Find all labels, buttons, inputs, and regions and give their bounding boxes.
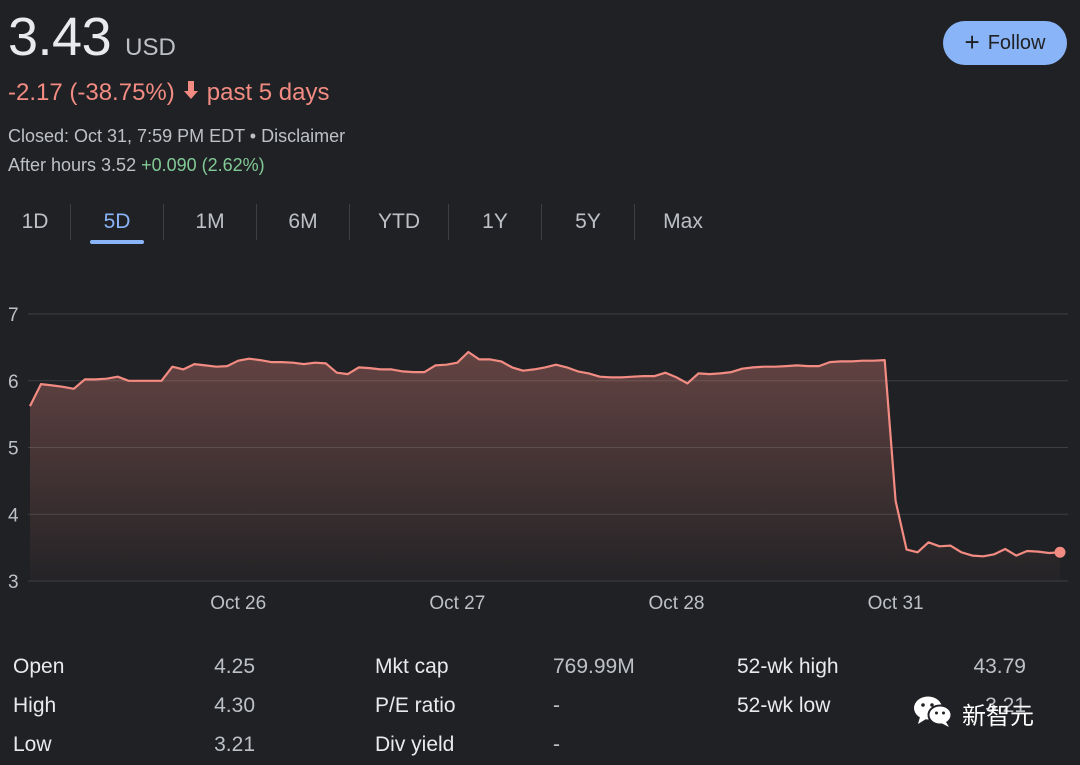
closed-info: Closed: Oct 31, 7:59 PM EDT • Disclaimer xyxy=(8,126,345,147)
stat-value-pe-ratio: - xyxy=(553,694,560,717)
tab-divider xyxy=(349,204,350,240)
closed-time: Closed: Oct 31, 7:59 PM EDT xyxy=(8,126,245,146)
follow-button-label: Follow xyxy=(987,31,1046,54)
x-tick-label: Oct 31 xyxy=(868,593,924,614)
price-change-value: -2.17 (-38.75%) xyxy=(8,79,175,106)
tab-divider xyxy=(256,204,257,240)
y-tick-label: 6 xyxy=(8,372,19,393)
arrow-down-icon xyxy=(183,79,199,107)
x-tick-label: Oct 28 xyxy=(648,593,704,614)
x-tick-label: Oct 27 xyxy=(429,593,485,614)
tab-divider xyxy=(541,204,542,240)
tab-divider xyxy=(163,204,164,240)
meta-separator: • xyxy=(244,126,262,146)
tab-5y[interactable]: 5Y xyxy=(575,210,601,233)
last-price-point xyxy=(1054,546,1066,558)
after-hours-change: +0.090 (2.62%) xyxy=(141,155,265,175)
price-currency: USD xyxy=(125,34,176,61)
stat-label-low: Low xyxy=(13,733,52,756)
plus-icon: + xyxy=(964,26,980,57)
price-value: 3.43 xyxy=(8,7,112,67)
y-tick-label: 7 xyxy=(8,305,19,326)
price-chart[interactable]: 3 4 5 6 7 Oct 26 Oct 27 Oct 28 Oct 31 xyxy=(0,290,1080,626)
price-header: 3.43 USD xyxy=(8,6,176,68)
disclaimer-link[interactable]: Disclaimer xyxy=(261,126,346,146)
y-tick-label: 4 xyxy=(8,505,19,526)
wechat-icon xyxy=(912,694,954,733)
tab-1y[interactable]: 1Y xyxy=(482,210,508,233)
stat-label-div-yield: Div yield xyxy=(375,733,455,756)
tab-1m[interactable]: 1M xyxy=(195,210,225,233)
stat-label-mkt-cap: Mkt cap xyxy=(375,655,449,678)
stat-value-52wk-low: 3.21 xyxy=(985,694,1026,717)
stat-label-pe-ratio: P/E ratio xyxy=(375,694,456,717)
tab-1d[interactable]: 1D xyxy=(21,210,49,233)
price-line xyxy=(29,350,1061,558)
range-tabs: 1D 5D 1M 6M YTD 1Y 5Y Max xyxy=(0,200,731,244)
stat-label-open: Open xyxy=(13,655,65,678)
tab-max[interactable]: Max xyxy=(663,210,703,233)
tab-6m[interactable]: 6M xyxy=(288,210,318,233)
after-hours-label: After hours 3.52 xyxy=(8,155,137,175)
price-area-fill xyxy=(30,352,1060,581)
stat-value-low: 3.21 xyxy=(214,733,255,756)
tab-ytd[interactable]: YTD xyxy=(378,210,420,233)
watermark-text: 新智元 xyxy=(962,703,1034,730)
tab-divider xyxy=(448,204,449,240)
after-hours-info: After hours 3.52 +0.090 (2.62%) xyxy=(8,155,265,176)
y-tick-label: 5 xyxy=(8,439,19,460)
stat-value-52wk-high: 43.79 xyxy=(973,655,1026,678)
watermark: 新智元 xyxy=(912,694,1034,733)
price-change-period: past 5 days xyxy=(206,79,330,106)
stat-label-52wk-low: 52-wk low xyxy=(737,694,831,717)
stat-value-div-yield: - xyxy=(553,733,560,756)
stat-value-open: 4.25 xyxy=(214,655,255,678)
stat-label-high: High xyxy=(13,694,57,717)
tab-divider xyxy=(634,204,635,240)
stat-value-mkt-cap: 769.99M xyxy=(553,655,635,678)
tab-5d[interactable]: 5D xyxy=(71,200,163,244)
y-tick-label: 3 xyxy=(8,572,19,593)
stat-value-high: 4.30 xyxy=(214,694,255,717)
follow-button[interactable]: + Follow xyxy=(943,21,1067,65)
x-tick-label: Oct 26 xyxy=(210,593,266,614)
stat-label-52wk-high: 52-wk high xyxy=(737,655,839,678)
price-change: -2.17 (-38.75%) past 5 days xyxy=(8,79,330,107)
